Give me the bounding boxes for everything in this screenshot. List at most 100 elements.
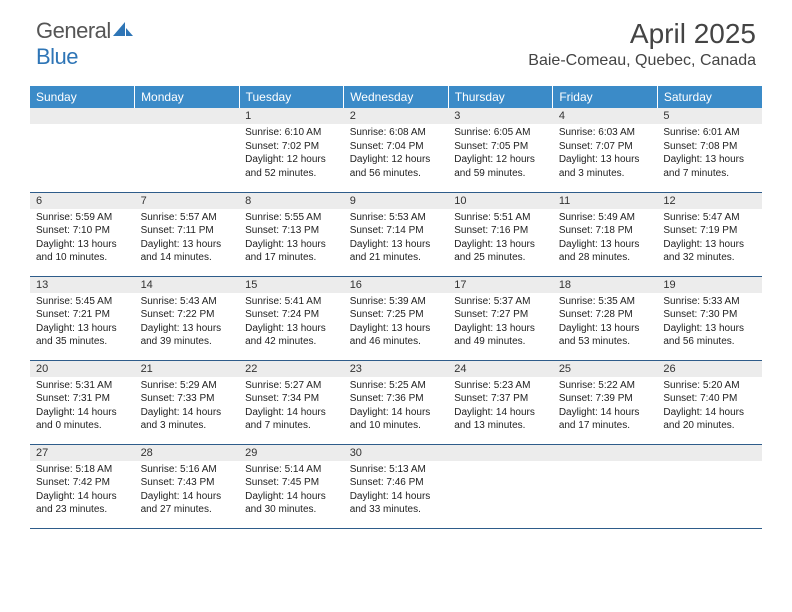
sunset-text: Sunset: 7:11 PM [141,224,234,238]
sunset-text: Sunset: 7:19 PM [663,224,756,238]
day-content: Sunrise: 6:05 AMSunset: 7:05 PMDaylight:… [448,124,553,184]
daylight-text: Daylight: 13 hours and 42 minutes. [245,322,338,349]
day-number: 17 [448,277,553,293]
calendar-day-cell: 25Sunrise: 5:22 AMSunset: 7:39 PMDayligh… [553,360,658,444]
calendar-day-cell: 10Sunrise: 5:51 AMSunset: 7:16 PMDayligh… [448,192,553,276]
sunset-text: Sunset: 7:18 PM [559,224,652,238]
calendar-day-cell [553,444,658,528]
sunrise-text: Sunrise: 6:03 AM [559,126,652,140]
calendar-day-cell: 21Sunrise: 5:29 AMSunset: 7:33 PMDayligh… [135,360,240,444]
sunset-text: Sunset: 7:39 PM [559,392,652,406]
calendar-day-cell: 2Sunrise: 6:08 AMSunset: 7:04 PMDaylight… [344,108,449,192]
daylight-text: Daylight: 14 hours and 17 minutes. [559,406,652,433]
day-content: Sunrise: 6:08 AMSunset: 7:04 PMDaylight:… [344,124,449,184]
sunrise-text: Sunrise: 5:59 AM [36,211,129,225]
logo-sail-icon [113,18,133,44]
daylight-text: Daylight: 13 hours and 35 minutes. [36,322,129,349]
calendar-day-cell: 1Sunrise: 6:10 AMSunset: 7:02 PMDaylight… [239,108,344,192]
daylight-text: Daylight: 13 hours and 49 minutes. [454,322,547,349]
day-content: Sunrise: 5:39 AMSunset: 7:25 PMDaylight:… [344,293,449,353]
day-number-bar [135,108,240,124]
calendar-day-cell: 3Sunrise: 6:05 AMSunset: 7:05 PMDaylight… [448,108,553,192]
logo: GeneralBlue [36,18,133,70]
sunset-text: Sunset: 7:27 PM [454,308,547,322]
sunset-text: Sunset: 7:45 PM [245,476,338,490]
daylight-text: Daylight: 14 hours and 23 minutes. [36,490,129,517]
sunset-text: Sunset: 7:40 PM [663,392,756,406]
sunset-text: Sunset: 7:21 PM [36,308,129,322]
daylight-text: Daylight: 14 hours and 7 minutes. [245,406,338,433]
day-content: Sunrise: 5:41 AMSunset: 7:24 PMDaylight:… [239,293,344,353]
calendar-day-cell: 15Sunrise: 5:41 AMSunset: 7:24 PMDayligh… [239,276,344,360]
title-block: April 2025 Baie-Comeau, Quebec, Canada [528,18,756,70]
sunset-text: Sunset: 7:25 PM [350,308,443,322]
weekday-header: Friday [553,86,658,108]
sunrise-text: Sunrise: 5:31 AM [36,379,129,393]
sunrise-text: Sunrise: 5:39 AM [350,295,443,309]
day-number: 22 [239,361,344,377]
location: Baie-Comeau, Quebec, Canada [528,52,756,70]
sunset-text: Sunset: 7:33 PM [141,392,234,406]
daylight-text: Daylight: 13 hours and 21 minutes. [350,238,443,265]
calendar-day-cell: 27Sunrise: 5:18 AMSunset: 7:42 PMDayligh… [30,444,135,528]
calendar-body: 1Sunrise: 6:10 AMSunset: 7:02 PMDaylight… [30,108,762,528]
daylight-text: Daylight: 13 hours and 56 minutes. [663,322,756,349]
daylight-text: Daylight: 14 hours and 20 minutes. [663,406,756,433]
month-title: April 2025 [528,18,756,50]
day-content: Sunrise: 5:35 AMSunset: 7:28 PMDaylight:… [553,293,658,353]
sunset-text: Sunset: 7:08 PM [663,140,756,154]
sunset-text: Sunset: 7:43 PM [141,476,234,490]
sunrise-text: Sunrise: 5:35 AM [559,295,652,309]
daylight-text: Daylight: 14 hours and 0 minutes. [36,406,129,433]
calendar-day-cell: 17Sunrise: 5:37 AMSunset: 7:27 PMDayligh… [448,276,553,360]
daylight-text: Daylight: 13 hours and 10 minutes. [36,238,129,265]
day-content: Sunrise: 5:37 AMSunset: 7:27 PMDaylight:… [448,293,553,353]
sunrise-text: Sunrise: 5:53 AM [350,211,443,225]
day-content: Sunrise: 5:43 AMSunset: 7:22 PMDaylight:… [135,293,240,353]
calendar-day-cell: 5Sunrise: 6:01 AMSunset: 7:08 PMDaylight… [657,108,762,192]
sunset-text: Sunset: 7:22 PM [141,308,234,322]
day-number: 20 [30,361,135,377]
calendar-week-row: 20Sunrise: 5:31 AMSunset: 7:31 PMDayligh… [30,360,762,444]
calendar-day-cell: 14Sunrise: 5:43 AMSunset: 7:22 PMDayligh… [135,276,240,360]
day-number: 1 [239,108,344,124]
calendar-day-cell: 29Sunrise: 5:14 AMSunset: 7:45 PMDayligh… [239,444,344,528]
day-content: Sunrise: 5:18 AMSunset: 7:42 PMDaylight:… [30,461,135,521]
day-content: Sunrise: 5:49 AMSunset: 7:18 PMDaylight:… [553,209,658,269]
day-number-bar [448,445,553,461]
day-content: Sunrise: 5:16 AMSunset: 7:43 PMDaylight:… [135,461,240,521]
sunset-text: Sunset: 7:36 PM [350,392,443,406]
logo-text-blue: Blue [36,44,78,69]
day-number: 8 [239,193,344,209]
sunset-text: Sunset: 7:24 PM [245,308,338,322]
daylight-text: Daylight: 14 hours and 3 minutes. [141,406,234,433]
day-number: 23 [344,361,449,377]
day-content: Sunrise: 5:33 AMSunset: 7:30 PMDaylight:… [657,293,762,353]
sunset-text: Sunset: 7:30 PM [663,308,756,322]
sunset-text: Sunset: 7:31 PM [36,392,129,406]
day-content: Sunrise: 6:01 AMSunset: 7:08 PMDaylight:… [657,124,762,184]
daylight-text: Daylight: 12 hours and 56 minutes. [350,153,443,180]
weekday-header: Sunday [30,86,135,108]
day-number: 30 [344,445,449,461]
daylight-text: Daylight: 13 hours and 39 minutes. [141,322,234,349]
calendar-week-row: 27Sunrise: 5:18 AMSunset: 7:42 PMDayligh… [30,444,762,528]
daylight-text: Daylight: 13 hours and 3 minutes. [559,153,652,180]
day-number: 28 [135,445,240,461]
sunrise-text: Sunrise: 5:33 AM [663,295,756,309]
sunset-text: Sunset: 7:04 PM [350,140,443,154]
sunset-text: Sunset: 7:16 PM [454,224,547,238]
day-content: Sunrise: 5:13 AMSunset: 7:46 PMDaylight:… [344,461,449,521]
sunrise-text: Sunrise: 5:14 AM [245,463,338,477]
day-number: 11 [553,193,658,209]
sunrise-text: Sunrise: 5:41 AM [245,295,338,309]
sunset-text: Sunset: 7:02 PM [245,140,338,154]
day-content: Sunrise: 5:27 AMSunset: 7:34 PMDaylight:… [239,377,344,437]
daylight-text: Daylight: 13 hours and 28 minutes. [559,238,652,265]
daylight-text: Daylight: 14 hours and 33 minutes. [350,490,443,517]
day-content: Sunrise: 6:10 AMSunset: 7:02 PMDaylight:… [239,124,344,184]
day-content: Sunrise: 5:47 AMSunset: 7:19 PMDaylight:… [657,209,762,269]
sunset-text: Sunset: 7:05 PM [454,140,547,154]
sunset-text: Sunset: 7:10 PM [36,224,129,238]
sunrise-text: Sunrise: 6:10 AM [245,126,338,140]
